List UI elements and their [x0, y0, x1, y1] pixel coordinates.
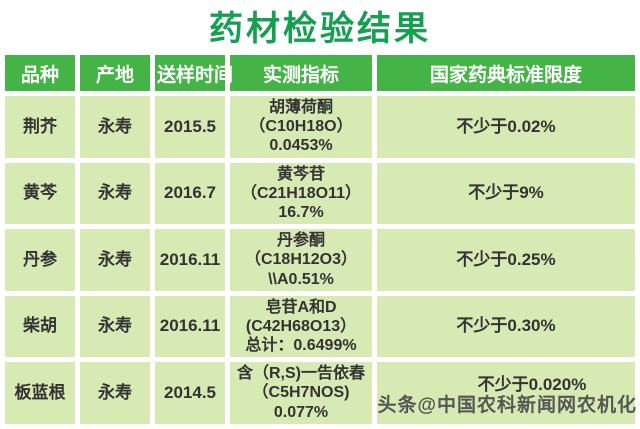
results-table: 品种 产地 送样时间 实测指标 国家药典标准限度 荆芥 永寿 2015.5 胡薄…: [0, 50, 640, 429]
watermark-toutiao: 头条@中国农科新闻网农机化: [377, 395, 637, 416]
column-header-measured-indicator: 实测指标: [230, 55, 372, 91]
column-header-variety: 品种: [5, 55, 75, 91]
table-row: 荆芥 永寿 2015.5 胡薄荷酮 （C10H18O） 0.0453% 不少于0…: [5, 96, 635, 158]
table-row: 板蓝根 永寿 2014.5 含（R,S)一告依春 （C5H7NOS) 0.077…: [5, 362, 635, 424]
measured-line: 0.077%: [273, 403, 329, 421]
measured-line: 16.7%: [278, 203, 324, 221]
column-header-origin: 产地: [80, 55, 150, 91]
variety-cell: 荆芥: [5, 96, 75, 158]
origin-cell: 永寿: [80, 295, 150, 358]
measured-line: 0.0453%: [269, 137, 333, 155]
variety-cell: 丹参: [5, 229, 75, 291]
sample-time-cell: 2014.5: [155, 362, 225, 424]
measured-indicator-cell: 胡薄荷酮 （C10H18O） 0.0453%: [230, 96, 372, 158]
measured-line: 黄芩苷: [276, 165, 325, 183]
standard-limit-cell: 不少于0.020%: [377, 362, 635, 424]
measured-line: （C18H12O3）: [244, 251, 358, 269]
measured-indicator-cell: 黄芩苷 （C21H18O11） 16.7%: [230, 162, 372, 225]
column-header-standard-limit: 国家药典标准限度: [377, 55, 635, 91]
measured-line: （C21H18O11）: [240, 184, 362, 202]
measured-line: 总计：0.6499%: [245, 337, 357, 355]
variety-cell: 柴胡: [5, 295, 75, 358]
measured-line: （C10H18O）: [249, 118, 353, 136]
measured-line: 胡薄荷酮: [268, 99, 333, 116]
origin-cell: 永寿: [80, 162, 150, 225]
title-bar: 药材检验结果: [0, 0, 640, 50]
standard-limit-cell: 不少于0.30%: [377, 295, 635, 358]
standard-limit-cell: 不少于0.25%: [377, 229, 635, 291]
origin-cell: 永寿: [80, 362, 150, 424]
measured-indicator-cell: 丹参酮 （C18H12O3） \\A0.51%: [230, 229, 372, 291]
sample-time-cell: 2016.11: [155, 295, 225, 358]
standard-limit-text: 不少于0.020%: [477, 374, 587, 394]
sample-time-cell: 2015.5: [155, 96, 225, 158]
origin-cell: 永寿: [80, 229, 150, 291]
table-row: 丹参 永寿 2016.11 丹参酮 （C18H12O3） \\A0.51% 不少…: [5, 229, 635, 291]
table-row: 黄芩 永寿 2016.7 黄芩苷 （C21H18O11） 16.7% 不少于9%: [5, 162, 635, 225]
sample-time-cell: 2016.7: [155, 162, 225, 225]
header-row: 品种 产地 送样时间 实测指标 国家药典标准限度: [5, 55, 635, 91]
page-title: 药材检验结果: [209, 9, 431, 48]
measured-indicator-cell: 含（R,S)一告依春 （C5H7NOS) 0.077%: [230, 362, 372, 424]
sample-time-cell: 2016.11: [155, 229, 225, 291]
origin-cell: 永寿: [80, 96, 150, 158]
measured-line: 含（R,S)一告依春: [236, 365, 365, 383]
standard-limit-cell: 不少于0.02%: [377, 96, 635, 158]
measured-line: \\A0.51%: [268, 270, 334, 288]
standard-limit-cell: 不少于9%: [377, 162, 635, 225]
measured-indicator-cell: 皂苷A和D (C42H68O13） 总计：0.6499%: [230, 295, 372, 358]
measured-line: 皂苷A和D: [265, 298, 337, 316]
measured-line: （C5H7NOS): [252, 384, 350, 402]
measured-line: (C42H68O13）: [245, 317, 357, 335]
column-header-sample-time: 送样时间: [155, 55, 233, 91]
measured-line: 丹参酮: [276, 232, 325, 250]
variety-cell: 板蓝根: [5, 362, 75, 424]
variety-cell: 黄芩: [5, 162, 75, 225]
table-row: 柴胡 永寿 2016.11 皂苷A和D (C42H68O13） 总计：0.649…: [5, 295, 635, 358]
